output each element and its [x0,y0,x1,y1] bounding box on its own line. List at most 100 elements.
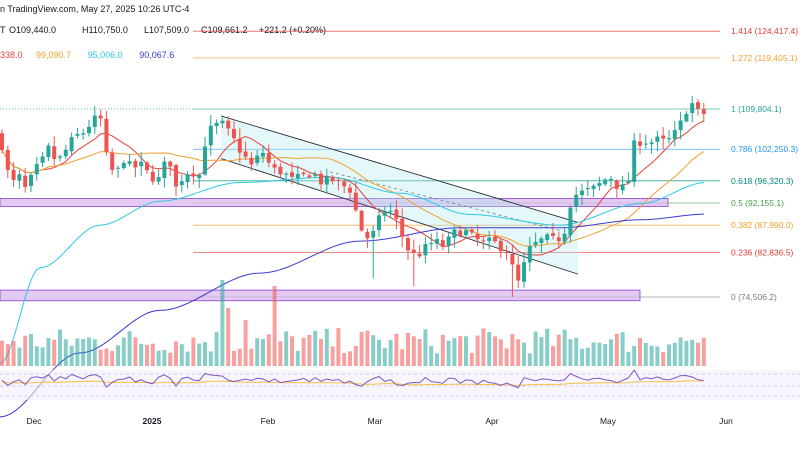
volume-bar [203,342,207,366]
volume-bar [649,345,654,366]
candle-body [156,177,161,182]
volume-bar [684,340,689,366]
volume-bar [179,344,184,366]
candle-body [226,120,231,129]
candle-body [208,125,213,146]
fib-retracement[interactable]: 1.618 (131,618.2)1.414 (124,417.4)1.272 … [0,0,798,302]
candle-body [655,136,660,142]
candle-body [527,246,532,263]
candle-body [469,229,474,233]
candle-body [504,252,509,254]
volume-bar [226,308,231,366]
volume-bar [278,341,283,366]
candle-body [34,164,39,175]
volume-bar [69,345,74,366]
volume-bars [0,280,706,366]
volume-bar [638,338,642,366]
volume-bar [133,337,138,366]
time-tick-2025: 2025 [143,416,162,426]
volume-bar [98,349,103,366]
volume-bar [655,346,660,366]
candle-body [353,192,358,211]
volume-bar [429,346,434,366]
rsi-line [1,369,704,389]
volume-bar [626,351,631,366]
candle-body [435,239,439,244]
volume-bar [417,338,422,366]
volume-bar [597,342,602,366]
candle-body [342,181,347,187]
candle-body [464,230,468,235]
volume-bar [237,348,242,366]
candle-body [301,172,306,175]
volume-bar [92,339,97,366]
time-tick-jun: Jun [719,416,733,426]
time-tick-apr: Apr [485,416,498,426]
time-tick-feb: Feb [261,416,276,426]
volume-bar [342,353,347,366]
candle-body [319,173,323,185]
candle-body [17,174,22,181]
volume-bar [516,339,521,366]
volume-bar [319,338,323,366]
channel-upper-line [220,115,579,223]
volume-bar [388,340,393,366]
volume-bar [191,337,196,366]
volume-bar [667,344,671,366]
candle-body [591,185,596,190]
candle-body [220,120,225,124]
volume-bar [232,350,236,366]
volume-bar [197,343,202,366]
volume-bar [290,336,294,366]
ma-values-row: 338.0 99,090.7 95,006.0 90,067.6 [0,50,174,60]
channel-lower-line [220,158,579,275]
volume-bar [382,347,387,366]
candle-body [510,254,515,265]
volume-bar [243,320,248,366]
candle-body [446,236,451,246]
volume-bar [672,342,677,366]
candle-body [672,130,677,140]
volume-bar [510,334,515,366]
fib-label-0: 0 (74,506.2) [731,292,777,302]
volume-bar [266,334,271,366]
fib-label-0.236: 0.236 (82,836.5) [731,248,794,258]
candle-body [278,166,283,175]
candle-body [632,140,637,182]
candle-body [197,175,202,179]
volume-bar [46,338,51,366]
candle-body [237,138,242,153]
volume-bar [359,331,364,366]
volume-bar [81,339,86,366]
volume-bar [301,337,306,366]
volume-bar [365,330,370,366]
candle-body [377,215,381,231]
volume-bar [452,338,457,366]
volume-bar [632,346,637,366]
candle-body [661,135,666,139]
candle-body [191,173,196,177]
candle-body [690,103,695,113]
candle-body [493,236,497,242]
candle-body [452,229,457,238]
candle-body [638,141,642,146]
volume-bar [75,338,80,366]
volume-bar [284,331,289,366]
candle-body [87,126,91,134]
volume-bar [214,332,219,366]
volume-bar [580,348,584,366]
volume-bar [295,350,300,366]
volume-bar [29,333,33,366]
candle-body [214,122,219,126]
volume-bar [156,350,161,366]
ma-fast-line [1,120,705,256]
candle-body [545,234,550,240]
time-tick-may: May [600,416,617,426]
support-zones[interactable] [0,198,669,302]
candle-body [649,142,654,145]
time-axis: Dec 2025 Feb Mar Apr May Jun [26,416,733,426]
ma-value-4: 90,067.6 [139,50,174,60]
fib-label-1: 1 (109,804.1) [731,104,782,114]
volume-bar [400,349,405,366]
